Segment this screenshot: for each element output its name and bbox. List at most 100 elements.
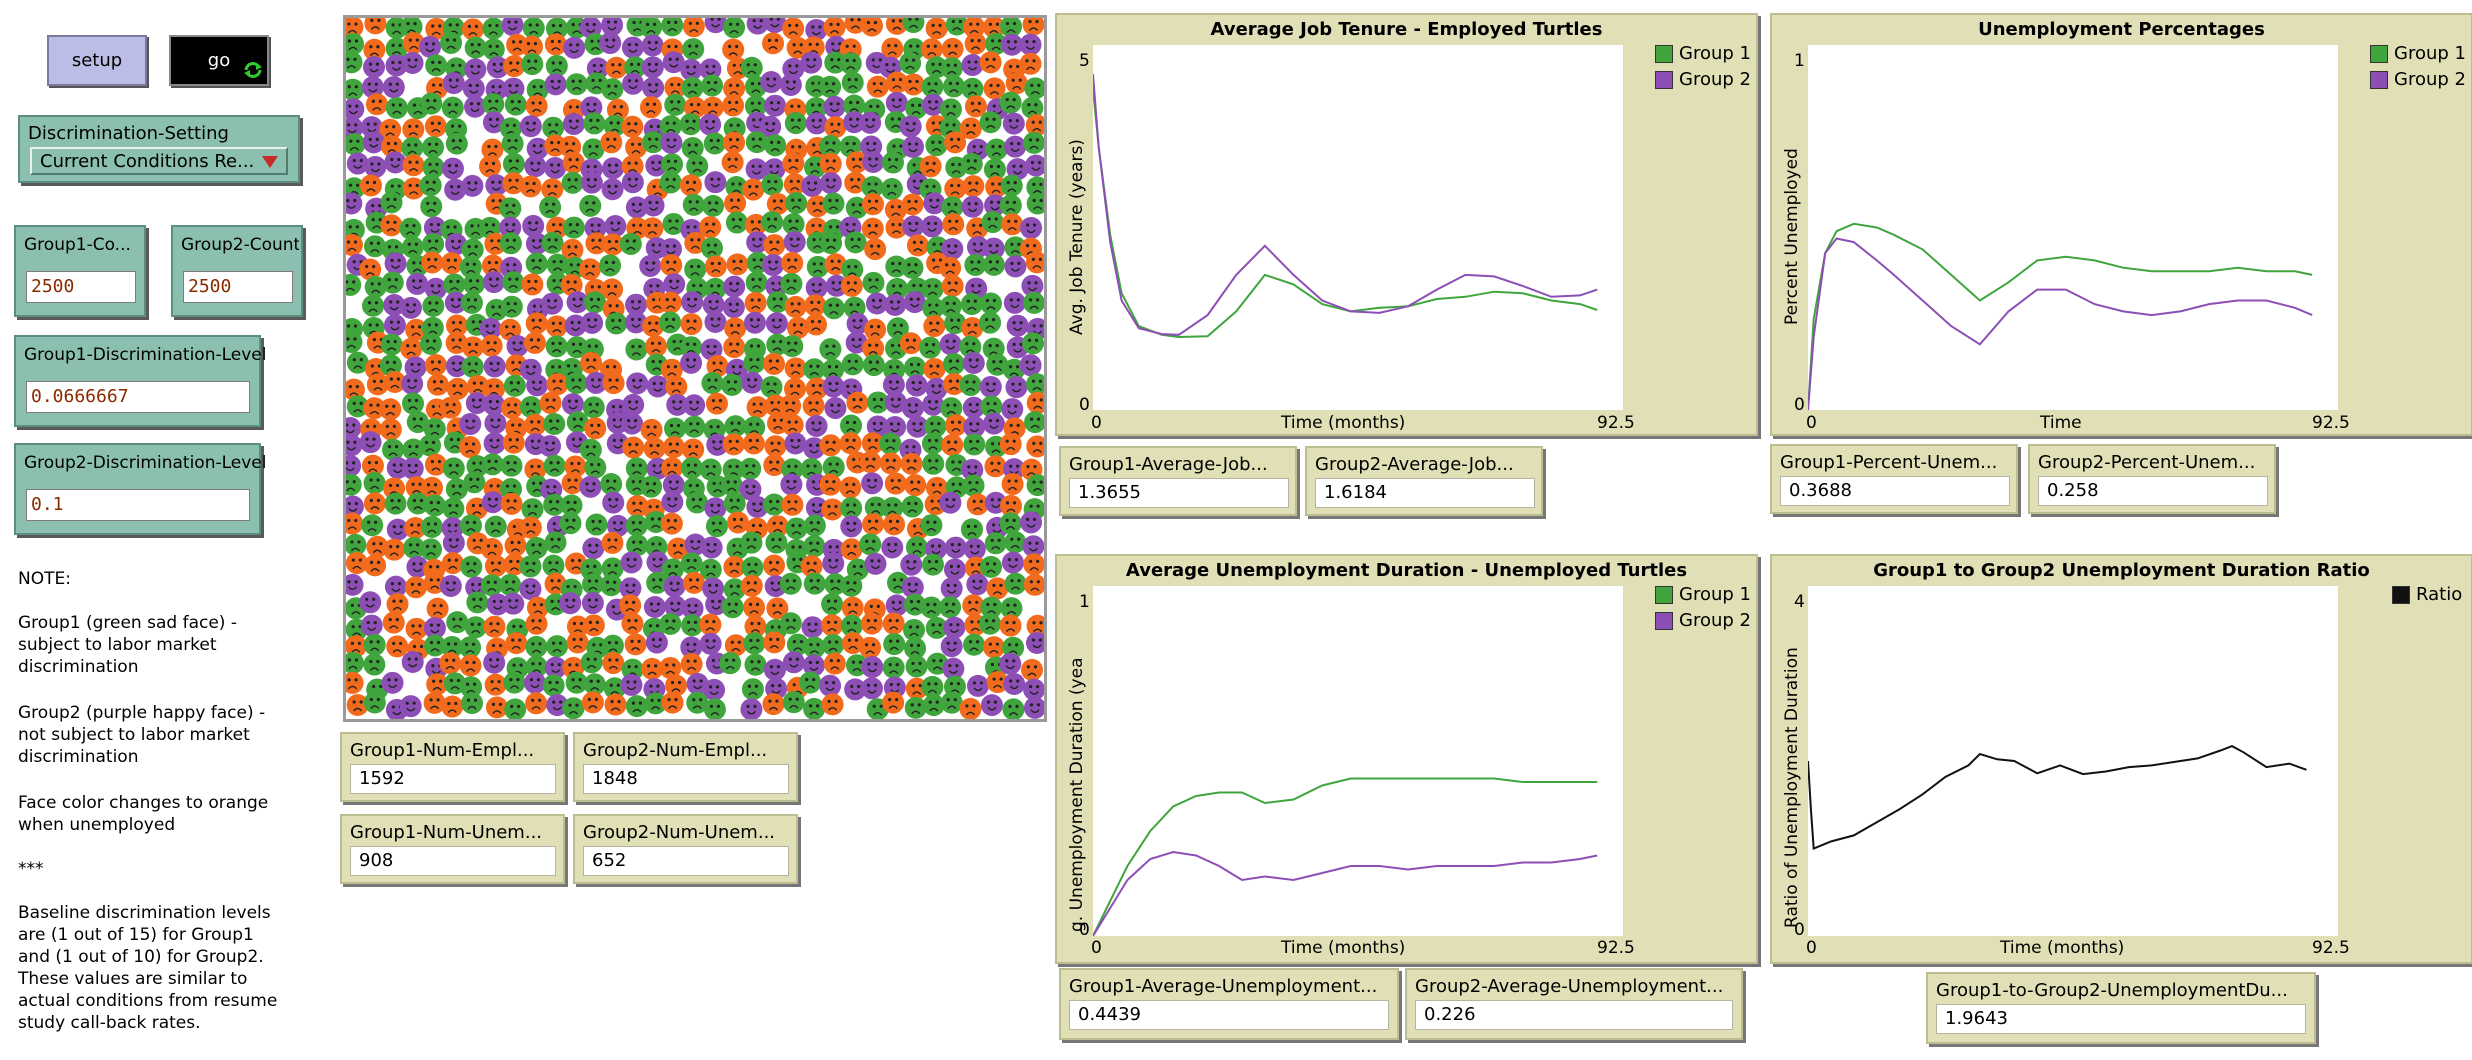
turtle-face-icon	[1001, 473, 1024, 496]
turtle-face-icon	[844, 231, 867, 254]
x-axis-label: Time (months)	[1281, 938, 1406, 958]
turtle-face-icon	[964, 95, 987, 118]
turtle-face-icon	[543, 454, 566, 477]
monitor-label: Group2-Num-Empl...	[583, 740, 768, 761]
turtle-face-icon	[721, 373, 744, 396]
group1-discrimination-input[interactable]: Group1-Discrimination-Level 0.0666667	[14, 335, 266, 427]
turtle-face-icon	[766, 597, 789, 620]
turtle-face-icon	[441, 157, 464, 180]
group2-count-input[interactable]: Group2-Count 2500	[171, 225, 303, 317]
turtle-face-icon	[346, 651, 364, 674]
turtle-face-icon	[785, 192, 808, 215]
turtle-face-icon	[925, 18, 948, 40]
turtle-face-icon	[721, 151, 744, 174]
turtle-face-icon	[601, 531, 624, 554]
turtle-face-icon	[982, 237, 1005, 260]
turtle-face-icon	[840, 538, 863, 561]
turtle-face-icon	[743, 351, 766, 374]
group2-discrimination-label: Group2-Discrimination-Level	[24, 453, 267, 473]
turtle-face-icon	[805, 18, 828, 41]
world-view[interactable]	[343, 15, 1047, 722]
turtle-face-icon	[966, 573, 989, 596]
turtle-face-icon	[865, 292, 888, 315]
turtle-face-icon	[459, 256, 482, 279]
turtle-face-icon	[1026, 192, 1044, 215]
turtle-face-icon	[939, 333, 962, 356]
turtle-face-icon	[884, 198, 907, 221]
group2-count-field[interactable]: 2500	[183, 271, 293, 303]
group2-discrimination-input[interactable]: Group2-Discrimination-Level 0.1	[14, 443, 266, 535]
turtle-face-icon	[766, 515, 789, 538]
turtle-face-icon	[921, 553, 944, 576]
turtle-face-icon	[841, 632, 864, 655]
turtle-face-icon	[786, 36, 809, 59]
turtle-face-icon	[441, 635, 464, 658]
turtle-face-icon	[346, 533, 367, 556]
turtle-face-icon	[961, 195, 984, 218]
turtle-face-icon	[921, 277, 944, 300]
turtle-face-icon	[884, 293, 907, 316]
group2-discrimination-field[interactable]: 0.1	[26, 489, 250, 521]
group1-count-field[interactable]: 2500	[26, 271, 136, 303]
turtle-face-icon	[641, 34, 664, 57]
turtle-face-icon	[559, 512, 582, 535]
chooser-value[interactable]: Current Conditions Re...	[30, 147, 288, 175]
turtle-face-icon	[523, 671, 546, 694]
turtle-face-icon	[406, 411, 429, 434]
turtle-face-icon	[426, 373, 449, 396]
group1-discrimination-field[interactable]: 0.0666667	[26, 381, 250, 413]
turtle-face-icon	[581, 592, 604, 615]
turtle-face-icon	[603, 677, 626, 700]
turtle-face-icon	[381, 271, 404, 294]
monitor-value: 1848	[583, 764, 789, 794]
turtle-face-icon	[980, 395, 1003, 418]
turtle-face-icon	[461, 238, 484, 261]
turtle-face-icon	[625, 457, 648, 480]
setup-button[interactable]: setup	[47, 35, 147, 86]
turtle-face-icon	[862, 337, 885, 360]
turtle-face-icon	[882, 612, 905, 635]
turtle-face-icon	[485, 174, 508, 197]
turtle-face-icon	[621, 155, 644, 178]
turtle-face-icon	[642, 194, 665, 217]
discrimination-setting-chooser[interactable]: Discrimination-Setting Current Condition…	[18, 115, 300, 183]
turtle-face-icon	[479, 317, 502, 340]
turtle-face-icon	[562, 216, 585, 239]
turtle-face-icon	[722, 296, 745, 319]
turtle-face-icon	[1005, 376, 1028, 399]
turtle-face-icon	[622, 393, 645, 416]
turtle-face-icon	[600, 473, 623, 496]
turtle-face-icon	[919, 336, 942, 359]
turtle-face-icon	[380, 191, 403, 214]
x-max-tick: 92.5	[2312, 938, 2350, 958]
turtle-face-icon	[839, 52, 862, 75]
turtle-face-icon	[366, 373, 389, 396]
turtle-face-icon	[661, 18, 684, 37]
turtle-face-icon	[463, 272, 486, 295]
turtle-face-icon	[920, 38, 943, 61]
turtle-face-icon	[980, 555, 1003, 578]
turtle-face-icon	[1005, 72, 1028, 95]
turtle-face-icon	[482, 38, 505, 61]
go-button[interactable]: go	[169, 35, 269, 86]
turtle-face-icon	[900, 553, 923, 576]
turtle-face-icon	[845, 151, 868, 174]
turtle-face-icon	[879, 452, 902, 475]
turtle-face-icon	[744, 213, 767, 236]
turtle-face-icon	[481, 453, 504, 476]
turtle-face-icon	[861, 432, 884, 455]
turtle-face-icon	[1003, 291, 1026, 314]
group1-count-input[interactable]: Group1-Co... 2500	[14, 225, 146, 317]
dropdown-arrow-icon[interactable]	[262, 156, 278, 168]
turtle-face-icon	[384, 492, 407, 515]
turtle-face-icon	[804, 294, 827, 317]
turtle-face-icon	[502, 271, 525, 294]
turtle-face-icon	[483, 432, 506, 455]
turtle-face-icon	[425, 18, 448, 40]
turtle-face-icon	[666, 537, 689, 560]
turtle-face-icon	[544, 531, 567, 554]
turtle-face-icon	[744, 615, 767, 638]
turtle-face-icon	[520, 396, 543, 419]
turtle-face-icon	[1026, 614, 1044, 637]
turtle-face-icon	[1024, 77, 1044, 100]
